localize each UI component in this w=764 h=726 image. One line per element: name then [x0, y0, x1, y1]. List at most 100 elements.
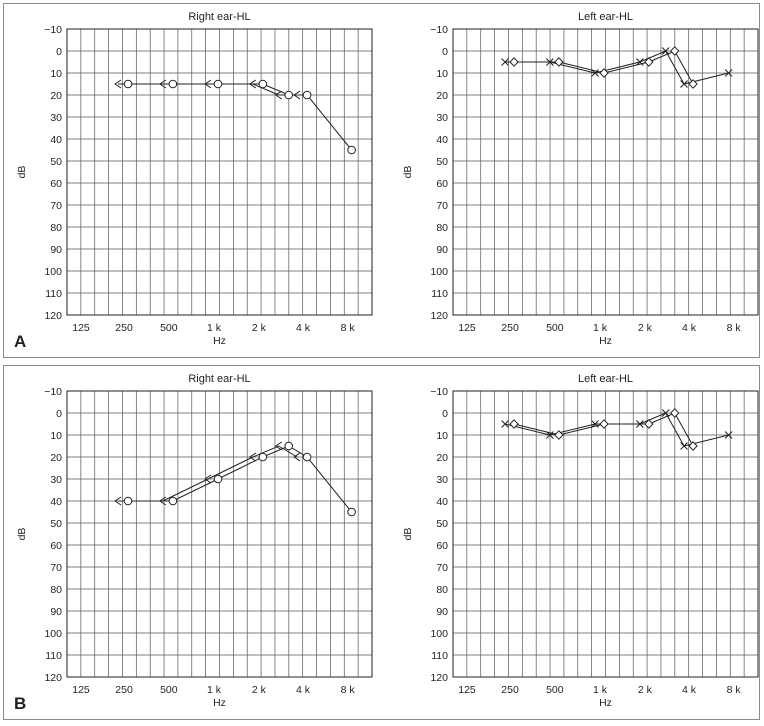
series-line [504, 412, 729, 447]
bracket-marker [274, 90, 282, 100]
cross-marker [680, 80, 688, 88]
cross-marker [591, 69, 599, 77]
x-tick-label: 1 k [207, 322, 222, 334]
y-tick-label: 20 [50, 452, 62, 464]
circle-marker [168, 79, 178, 89]
x-tick-label: 250 [115, 684, 133, 696]
chart-title: Right ear-HL [188, 373, 250, 385]
y-tick-label: 110 [45, 288, 62, 300]
x-tick-label: 4 k [682, 322, 697, 334]
y-tick-label: 30 [436, 112, 448, 124]
y-tick-label: 20 [50, 90, 62, 102]
diamond-marker [509, 57, 519, 67]
diamond-marker [599, 419, 609, 429]
y-tick-label: 90 [50, 606, 62, 618]
bracket-marker [274, 441, 282, 451]
series-line [514, 50, 694, 85]
y-tick-label: 40 [50, 134, 62, 146]
series-line [118, 83, 298, 96]
y-tick-label: 70 [50, 562, 62, 574]
bracket-marker [248, 79, 257, 89]
y-tick-label: 10 [436, 430, 448, 442]
cross-marker [546, 58, 554, 66]
cross-marker [501, 58, 509, 66]
circle-marker [213, 79, 223, 89]
y-tick-label: 110 [45, 650, 62, 662]
y-tick-label: 60 [436, 540, 448, 552]
circle-marker [284, 90, 294, 100]
y-tick-label: 20 [436, 90, 448, 102]
series-line [118, 445, 298, 502]
x-tick-label: 2 k [252, 684, 267, 696]
grid [452, 28, 759, 316]
chart-title: Left ear-HL [578, 373, 633, 385]
x-tick-label: 125 [458, 322, 476, 334]
y-tick-label: 90 [50, 244, 62, 256]
y-tick-label: 40 [436, 134, 448, 146]
plot-frame [452, 390, 759, 678]
y-tick-label: 120 [44, 672, 62, 684]
x-axis-label: Hz [213, 697, 226, 709]
x-tick-label: 250 [501, 322, 519, 334]
series-line [505, 50, 729, 85]
x-axis-label: Hz [599, 697, 612, 709]
bracket-marker [293, 452, 301, 462]
x-tick-label: 8 k [341, 684, 356, 696]
x-tick-label: 8 k [727, 684, 742, 696]
y-tick-label: 100 [430, 628, 448, 640]
y-tick-label: 40 [50, 496, 62, 508]
bracket-marker [204, 474, 212, 484]
cross-marker [546, 431, 554, 439]
bracket-marker [158, 79, 167, 89]
y-tick-label: −10 [430, 386, 448, 398]
y-tick-label: 10 [436, 68, 448, 80]
x-tick-label: 500 [546, 684, 564, 696]
bracket-marker [204, 79, 212, 89]
x-tick-label: 500 [160, 684, 178, 696]
y-tick-label: 110 [431, 288, 448, 300]
x-tick-label: 4 k [296, 322, 311, 334]
bracket-marker [158, 496, 167, 506]
circle-marker [347, 507, 356, 517]
y-tick-label: −10 [430, 24, 448, 36]
series-line [513, 412, 694, 447]
diamond-marker [644, 419, 654, 429]
y-tick-label: 80 [436, 222, 448, 234]
y-tick-label: 80 [50, 584, 62, 596]
panel-a: Right ear-HL −10 0 10 20 30 40 50 60 70 80 90 100 110… [3, 3, 760, 358]
panel-b-charts: Right ear-HL−100102030405060708090100110… [14, 373, 759, 713]
y-axis-label: dB [16, 528, 28, 541]
diamond-marker [644, 57, 654, 67]
x-tick-label: 250 [115, 322, 133, 334]
bracket-marker [114, 496, 122, 506]
bracket-marker [248, 452, 257, 462]
y-tick-label: −10 [44, 386, 62, 398]
y-tick-label: 40 [436, 496, 448, 508]
y-tick-label: 70 [436, 200, 448, 212]
y-tick-label: 80 [436, 584, 448, 596]
plot-frame [66, 390, 373, 678]
panel-a-charts: Right ear-HL−100102030405060708090100110… [14, 11, 759, 351]
x-tick-label: 250 [501, 684, 519, 696]
diamond-marker [599, 68, 609, 78]
circle-marker [213, 474, 223, 484]
x-tick-label: 2 k [252, 322, 267, 334]
grid [66, 390, 373, 678]
x-tick-label: 2 k [638, 322, 653, 334]
y-tick-label: 0 [56, 408, 62, 420]
y-tick-label: 50 [50, 518, 62, 530]
y-tick-label: 60 [50, 178, 62, 190]
x-tick-label: 4 k [296, 684, 311, 696]
y-tick-label: 10 [50, 68, 62, 80]
bracket-marker [293, 90, 301, 100]
audiogram-chart: Left ear-HL −10 0 10 20 30 40 50 60 70 80 90 100 110 1… [402, 11, 759, 347]
x-tick-label: 8 k [341, 322, 356, 334]
x-tick-label: 1 k [207, 684, 222, 696]
x-tick-label: 2 k [638, 684, 653, 696]
circle-marker [302, 452, 312, 462]
cross-marker [661, 47, 670, 55]
circle-marker [168, 496, 178, 506]
y-tick-label: 0 [442, 408, 448, 420]
y-tick-label: 120 [44, 310, 62, 322]
cross-marker [591, 420, 599, 428]
